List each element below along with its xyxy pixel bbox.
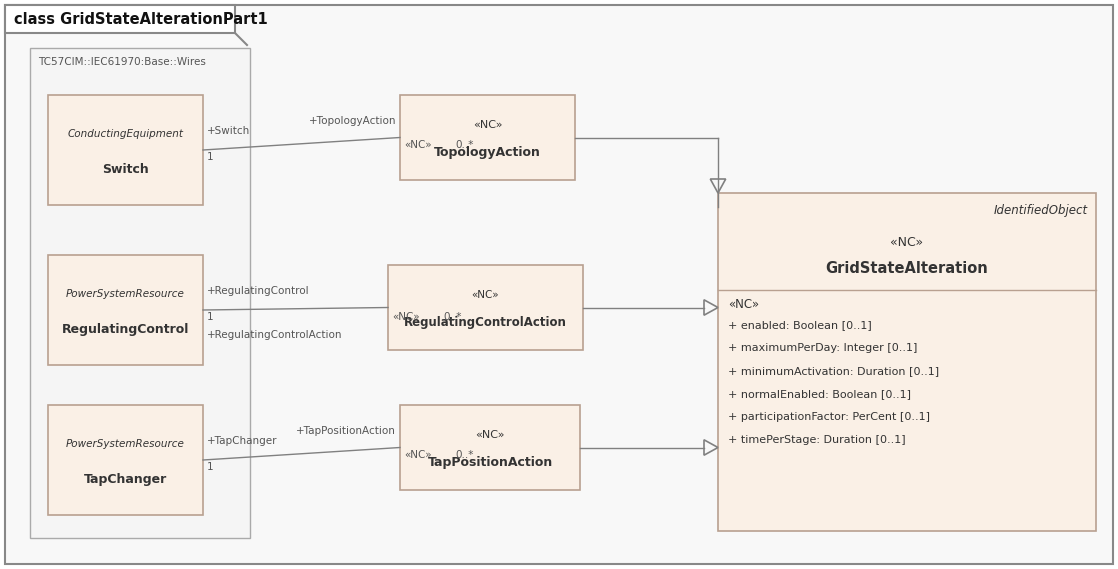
Text: «NC»: «NC» [473, 119, 502, 130]
Bar [400, 405, 580, 490]
Text: «NC»: «NC» [392, 311, 419, 321]
Text: 1: 1 [207, 312, 214, 322]
Text: +RegulatingControl: +RegulatingControl [207, 286, 310, 296]
Bar [4, 5, 235, 33]
Text: + maximumPerDay: Integer [0..1]: + maximumPerDay: Integer [0..1] [728, 343, 918, 353]
Text: RegulatingControl: RegulatingControl [61, 323, 189, 336]
Text: class GridStateAlterationPart1: class GridStateAlterationPart1 [15, 11, 267, 27]
Text: + normalEnabled: Boolean [0..1]: + normalEnabled: Boolean [0..1] [728, 389, 911, 399]
Text: ConductingEquipment: ConductingEquipment [67, 129, 183, 138]
Text: 0..*: 0..* [455, 450, 473, 460]
Text: +TopologyAction: +TopologyAction [309, 116, 396, 126]
Bar [48, 95, 203, 205]
Text: 0..*: 0..* [443, 311, 462, 321]
Text: +TapChanger: +TapChanger [207, 436, 277, 446]
Bar [718, 193, 1096, 531]
Text: 1: 1 [207, 462, 214, 472]
Text: «NC»: «NC» [728, 298, 759, 311]
Text: + timePerStage: Duration [0..1]: + timePerStage: Duration [0..1] [728, 435, 906, 445]
Text: TapChanger: TapChanger [84, 473, 167, 486]
Text: IdentifiedObject: IdentifiedObject [994, 204, 1088, 216]
Text: «NC»: «NC» [404, 139, 432, 150]
Text: +RegulatingControlAction: +RegulatingControlAction [207, 330, 342, 340]
Text: Switch: Switch [102, 163, 149, 176]
Text: 1: 1 [207, 152, 214, 162]
Bar [48, 405, 203, 515]
Text: +Switch: +Switch [207, 126, 250, 136]
Text: TC57CIM::IEC61970:Base::Wires: TC57CIM::IEC61970:Base::Wires [38, 57, 206, 67]
Text: + enabled: Boolean [0..1]: + enabled: Boolean [0..1] [728, 320, 872, 330]
Text: «NC»: «NC» [404, 450, 432, 460]
Bar [388, 265, 582, 350]
Text: «NC»: «NC» [475, 430, 504, 440]
Text: GridStateAlteration: GridStateAlteration [825, 261, 988, 275]
Text: TopologyAction: TopologyAction [434, 146, 541, 159]
Bar [30, 48, 250, 538]
Bar [48, 255, 203, 365]
Text: + participationFactor: PerCent [0..1]: + participationFactor: PerCent [0..1] [728, 412, 930, 422]
Text: + minimumActivation: Duration [0..1]: + minimumActivation: Duration [0..1] [728, 366, 939, 376]
Text: 0..*: 0..* [455, 139, 473, 150]
Text: PowerSystemResource: PowerSystemResource [66, 439, 184, 448]
Text: +TapPositionAction: +TapPositionAction [296, 426, 396, 435]
Text: «NC»: «NC» [890, 236, 923, 249]
Text: RegulatingControlAction: RegulatingControlAction [404, 316, 567, 329]
Text: «NC»: «NC» [472, 290, 500, 300]
Text: TapPositionAction: TapPositionAction [427, 456, 552, 469]
Text: PowerSystemResource: PowerSystemResource [66, 288, 184, 299]
Bar [400, 95, 575, 180]
